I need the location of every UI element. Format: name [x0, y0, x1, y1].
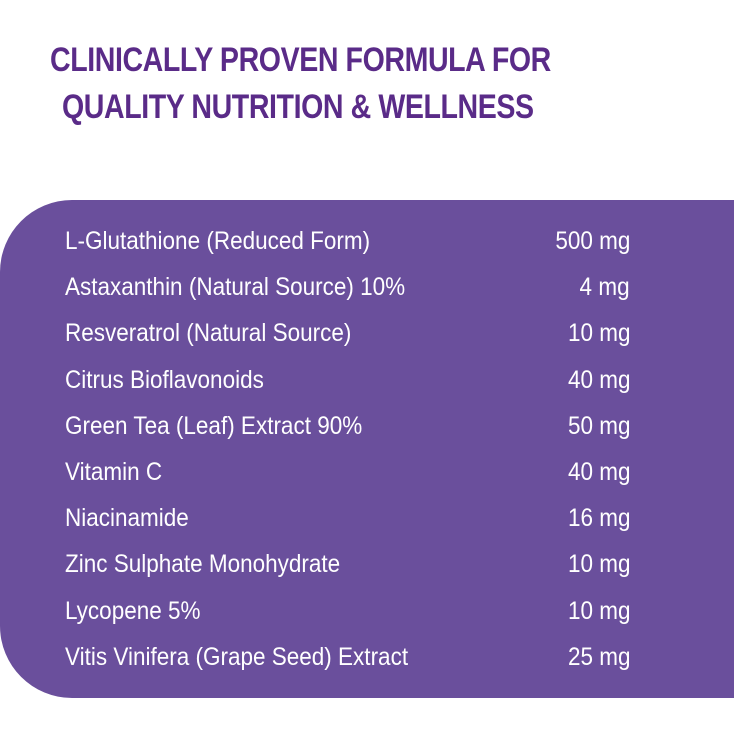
ingredient-name: Resveratrol (Natural Source) — [65, 319, 352, 348]
ingredient-amount: 10 mg — [567, 550, 630, 579]
ingredient-name: Vitis Vinifera (Grape Seed) Extract — [65, 642, 409, 671]
ingredient-amount: 500 mg — [554, 227, 630, 255]
ingredient-name: Niacinamide — [65, 504, 189, 533]
ingredient-amount: 10 mg — [567, 596, 630, 625]
ingredient-amount: 4 mg — [579, 273, 630, 302]
ingredient-amount: 25 mg — [567, 642, 630, 671]
ingredient-name: Astaxanthin (Natural Source) 10% — [65, 273, 406, 302]
ingredient-name: Citrus Bioflavonoids — [65, 365, 264, 394]
ingredient-amount: 40 mg — [567, 365, 630, 394]
ingredient-name: Green Tea (Leaf) Extract 90% — [65, 411, 363, 440]
title-line: QUALITY NUTRITION & WELLNESS — [62, 88, 534, 126]
ingredient-amount: 40 mg — [567, 458, 630, 486]
ingredient-name: Vitamin C — [65, 458, 163, 486]
title-line: CLINICALLY PROVEN FORMULA FOR — [50, 41, 551, 79]
ingredients-panel — [0, 200, 734, 698]
ingredient-amount: 10 mg — [567, 319, 630, 348]
ingredient-name: Zinc Sulphate Monohydrate — [65, 550, 341, 579]
ingredient-name: Lycopene 5% — [65, 596, 201, 625]
ingredient-amount: 16 mg — [567, 504, 630, 533]
ingredient-name: L-Glutathione (Reduced Form) — [65, 227, 371, 255]
ingredient-amount: 50 mg — [567, 411, 630, 440]
